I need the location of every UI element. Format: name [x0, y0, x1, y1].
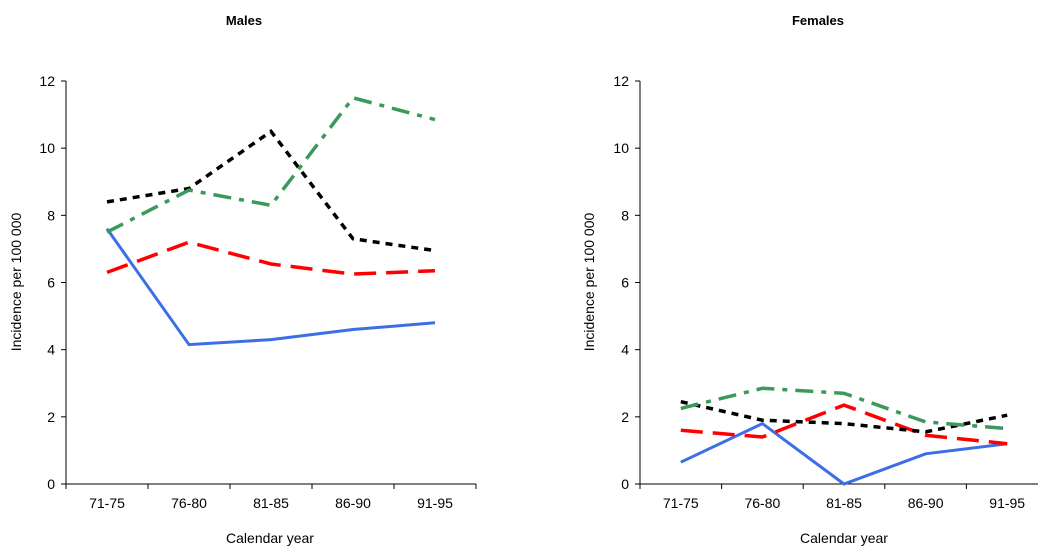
- series-group: [680, 386, 1008, 486]
- y-tick-label: 0: [47, 476, 55, 492]
- series-group: [105, 95, 436, 347]
- y-tick-label: 2: [621, 409, 629, 425]
- x-tick-label: 86-90: [335, 495, 371, 511]
- y-axis-label: Incidence per 100 000: [581, 213, 597, 352]
- x-tick-label: 81-85: [253, 495, 289, 511]
- y-tick-label: 8: [47, 207, 55, 223]
- x-axis-label: Calendar year: [800, 530, 888, 546]
- y-tick-label: 0: [621, 476, 629, 492]
- series-line-dash-dot: [680, 386, 1008, 431]
- males-chart: Males 0 2 4 6 8 10 12 71-75 76-80 81-85 86-90 91-9…: [8, 13, 477, 546]
- y-tick-label: 12: [613, 73, 629, 89]
- series-line-dash-dot: [106, 95, 436, 234]
- y-axis-label: Incidence per 100 000: [8, 213, 24, 352]
- y-tick-label: 8: [621, 207, 629, 223]
- y-tick-label: 10: [613, 140, 629, 156]
- chart-title: Males: [226, 13, 262, 28]
- x-tick-label: 91-95: [989, 495, 1025, 511]
- y-tick-label: 12: [39, 73, 55, 89]
- x-tick-label: 81-85: [826, 495, 862, 511]
- y-tick-label: 6: [621, 275, 629, 291]
- x-tick-label: 76-80: [744, 495, 780, 511]
- series-line-dotted: [106, 129, 436, 253]
- y-tick-label: 2: [47, 409, 55, 425]
- chart-title: Females: [792, 13, 844, 28]
- y-tick-label: 4: [47, 342, 55, 358]
- x-tick-label: 71-75: [663, 495, 699, 511]
- series-line-solid: [105, 227, 436, 347]
- x-axis: 71-75 76-80 81-85 86-90 91-95: [639, 483, 1038, 511]
- x-tick-label: 86-90: [908, 495, 944, 511]
- x-tick-label: 91-95: [417, 495, 453, 511]
- x-tick-label: 76-80: [171, 495, 207, 511]
- x-axis: 71-75 76-80 81-85 86-90 91-95: [65, 483, 477, 511]
- y-tick-label: 4: [621, 342, 629, 358]
- series-line-long-dash: [106, 240, 436, 276]
- y-tick-label: 10: [39, 140, 55, 156]
- series-line-solid: [680, 421, 1008, 486]
- y-tick-label: 6: [47, 275, 55, 291]
- series-line-dotted: [680, 399, 1008, 434]
- x-tick-label: 71-75: [89, 495, 125, 511]
- y-axis: 0 2 4 6 8 10 12: [613, 73, 641, 492]
- x-axis-label: Calendar year: [226, 530, 314, 546]
- y-axis: 0 2 4 6 8 10 12: [39, 73, 67, 492]
- females-chart: Females 0 2 4 6 8 10 12 71-75 76-80 81-85 86-90 91…: [581, 13, 1038, 546]
- series-line-long-dash: [680, 403, 1008, 446]
